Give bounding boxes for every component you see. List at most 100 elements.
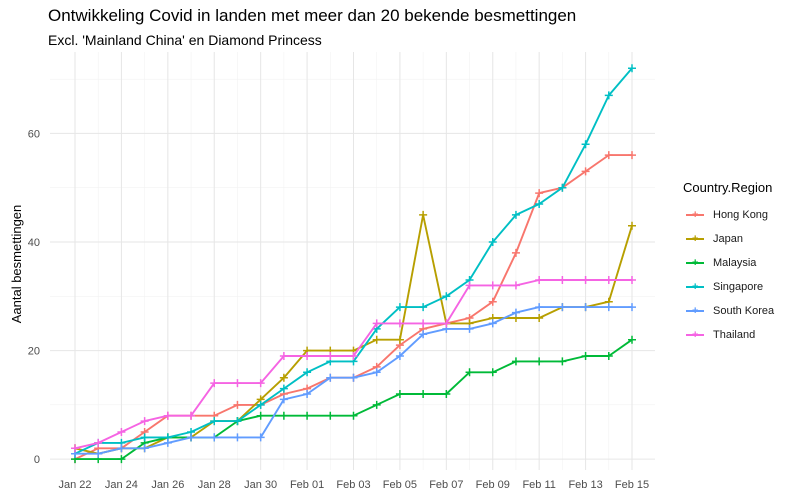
legend-swatch: + <box>683 251 707 275</box>
data-point <box>581 140 590 149</box>
x-tick-labels: Jan 22 Jan 24 Jan 26 Jan 28 Jan 30 Feb 01 Feb … <box>58 479 649 491</box>
data-point <box>372 400 381 409</box>
legend-swatch: + <box>683 299 707 323</box>
legend-item: + South Korea <box>683 299 774 323</box>
x-tick-label: Feb 15 <box>615 479 649 491</box>
data-point <box>395 303 404 312</box>
x-tick-label: Feb 03 <box>336 479 370 491</box>
legend-label: Malaysia <box>713 257 757 269</box>
data-point <box>117 455 126 464</box>
data-point <box>303 390 312 398</box>
data-point <box>465 368 474 377</box>
chart-title: Ontwikkeling Covid in landen met meer da… <box>48 6 577 25</box>
data-point <box>535 276 544 284</box>
data-point <box>279 395 288 404</box>
data-point <box>558 303 567 312</box>
y-tick-label: 0 <box>34 454 40 466</box>
x-tick-label: Feb 07 <box>429 479 463 491</box>
data-point <box>511 308 520 317</box>
legend-label: Singapore <box>713 281 764 293</box>
data-point <box>511 281 520 290</box>
data-point <box>395 352 404 360</box>
data-point <box>419 303 428 312</box>
data-point <box>279 352 288 360</box>
legend-swatch: + <box>683 323 707 347</box>
x-tick-label: Feb 09 <box>476 479 510 491</box>
data-point <box>140 444 149 453</box>
x-tick-label: Jan 28 <box>198 479 231 491</box>
data-point <box>535 357 544 366</box>
data-point <box>349 352 358 360</box>
data-point <box>303 352 312 360</box>
data-point <box>233 417 242 426</box>
legend-label: Japan <box>713 233 743 245</box>
data-point <box>442 319 451 328</box>
y-tick-label: 60 <box>28 128 40 140</box>
data-point <box>465 281 474 290</box>
data-point <box>233 433 242 442</box>
data-point <box>233 400 242 409</box>
legend-swatch: + <box>683 275 707 299</box>
data-point <box>628 276 636 284</box>
data-point <box>604 151 613 160</box>
data-point <box>511 210 520 219</box>
x-tick-label: Feb 11 <box>522 479 555 491</box>
data-point <box>628 151 636 160</box>
data-point <box>210 417 219 426</box>
data-point <box>163 438 172 447</box>
data-point <box>395 319 404 328</box>
x-tick-label: Jan 24 <box>105 479 138 491</box>
data-point <box>535 314 544 322</box>
data-point <box>488 281 497 290</box>
data-point <box>163 411 172 420</box>
legend-item: + Malaysia <box>683 251 774 275</box>
data-point <box>488 297 497 306</box>
minor-gridlines <box>50 52 655 470</box>
data-point <box>419 390 428 398</box>
data-point <box>94 449 103 458</box>
data-point <box>279 384 288 393</box>
legend-label: South Korea <box>713 305 775 317</box>
data-point <box>442 390 451 398</box>
data-point <box>628 221 636 230</box>
legend-item: + Japan <box>683 227 774 251</box>
data-point <box>488 319 497 328</box>
data-point <box>395 390 404 398</box>
plot-panel <box>50 52 655 470</box>
data-point <box>419 210 428 219</box>
data-point <box>581 303 590 312</box>
data-point <box>256 400 265 409</box>
data-point <box>628 303 636 312</box>
data-point <box>326 352 335 360</box>
y-tick-label: 40 <box>28 237 40 249</box>
data-point <box>395 335 404 344</box>
chart-subtitle: Excl. 'Mainland China' en Diamond Prince… <box>48 32 322 48</box>
data-point <box>349 411 358 420</box>
data-point <box>558 276 567 284</box>
major-gridlines <box>50 52 655 470</box>
data-point <box>511 248 520 257</box>
data-point <box>233 379 242 388</box>
data-point <box>535 303 544 312</box>
data-point <box>256 411 265 420</box>
data-point <box>581 352 590 360</box>
data-point <box>372 368 381 377</box>
legend-item: + Thailand <box>683 323 774 347</box>
data-point <box>140 433 149 442</box>
data-point <box>372 335 381 344</box>
data-point <box>279 411 288 420</box>
legend-item: + Hong Kong <box>683 203 774 227</box>
y-tick-labels: 0 20 40 60 <box>28 128 40 466</box>
x-tick-label: Jan 22 <box>58 479 91 491</box>
data-point <box>326 373 335 382</box>
data-point <box>94 438 103 447</box>
data-point <box>604 303 613 312</box>
legend-label: Thailand <box>713 329 756 341</box>
data-point <box>187 411 196 420</box>
y-axis-label: Aantal besmettingen <box>9 205 24 324</box>
x-tick-label: Feb 13 <box>568 479 602 491</box>
x-tick-label: Feb 05 <box>383 479 417 491</box>
data-point <box>210 379 219 388</box>
legend-items: + Hong Kong + Japan + Malaysia + Singapore + Sout… <box>683 203 774 347</box>
